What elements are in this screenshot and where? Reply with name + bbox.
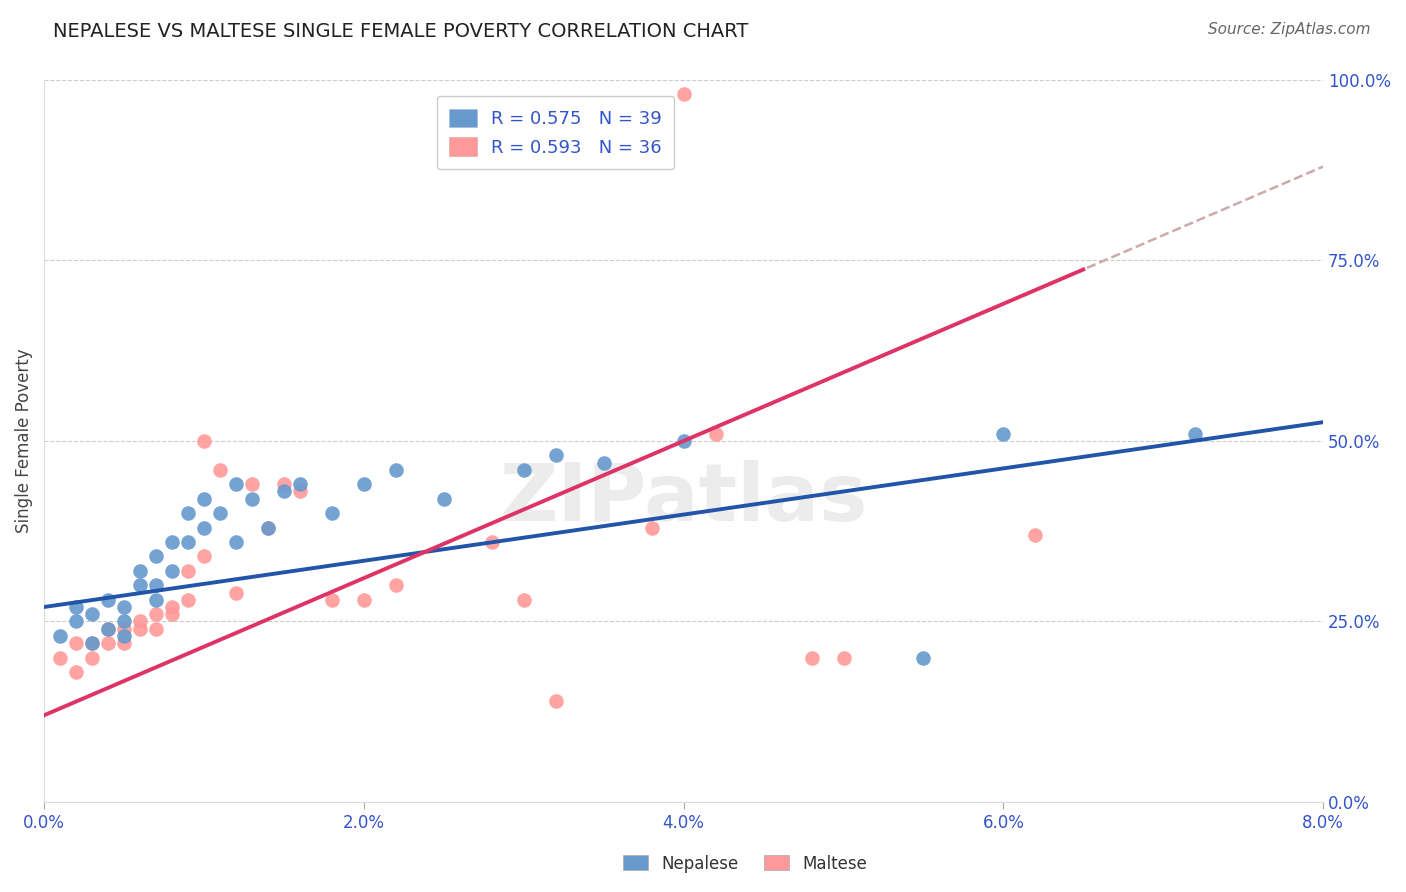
Point: [672, 434, 695, 448]
Point: [177, 592, 200, 607]
Point: [177, 506, 200, 520]
Point: [160, 564, 183, 578]
Point: [160, 535, 183, 549]
Point: [65, 599, 87, 614]
Point: [80, 650, 103, 665]
Point: [385, 463, 408, 477]
Point: [385, 578, 408, 592]
Point: [640, 520, 662, 534]
Legend: R = 0.575   N = 39, R = 0.593   N = 36: R = 0.575 N = 39, R = 0.593 N = 36: [437, 96, 675, 169]
Point: [321, 592, 343, 607]
Point: [225, 585, 247, 599]
Legend: Nepalese, Maltese: Nepalese, Maltese: [617, 848, 873, 880]
Point: [1184, 426, 1206, 441]
Point: [65, 636, 87, 650]
Point: [145, 578, 167, 592]
Point: [257, 520, 280, 534]
Point: [800, 650, 823, 665]
Point: [1024, 528, 1046, 542]
Point: [49, 629, 72, 643]
Point: [65, 665, 87, 679]
Point: [145, 607, 167, 622]
Point: [160, 607, 183, 622]
Point: [80, 607, 103, 622]
Point: [513, 463, 536, 477]
Point: [193, 549, 215, 564]
Point: [273, 484, 295, 499]
Point: [97, 636, 120, 650]
Point: [112, 636, 135, 650]
Point: [177, 564, 200, 578]
Y-axis label: Single Female Poverty: Single Female Poverty: [15, 349, 32, 533]
Point: [193, 434, 215, 448]
Point: [129, 615, 152, 629]
Point: [592, 456, 614, 470]
Point: [49, 650, 72, 665]
Point: [65, 615, 87, 629]
Point: [80, 636, 103, 650]
Point: [481, 535, 503, 549]
Point: [993, 426, 1015, 441]
Point: [145, 592, 167, 607]
Point: [160, 599, 183, 614]
Point: [193, 520, 215, 534]
Point: [513, 592, 536, 607]
Text: ZIPatlas: ZIPatlas: [499, 459, 868, 538]
Point: [832, 650, 855, 665]
Point: [208, 506, 231, 520]
Point: [321, 506, 343, 520]
Point: [112, 629, 135, 643]
Point: [240, 477, 263, 491]
Point: [544, 449, 567, 463]
Point: [544, 694, 567, 708]
Point: [433, 491, 456, 506]
Point: [288, 477, 311, 491]
Point: [208, 463, 231, 477]
Point: [240, 491, 263, 506]
Text: Source: ZipAtlas.com: Source: ZipAtlas.com: [1208, 22, 1371, 37]
Point: [225, 535, 247, 549]
Point: [177, 535, 200, 549]
Point: [672, 87, 695, 102]
Point: [112, 622, 135, 636]
Point: [193, 491, 215, 506]
Point: [80, 636, 103, 650]
Point: [288, 484, 311, 499]
Point: [97, 622, 120, 636]
Point: [257, 520, 280, 534]
Text: NEPALESE VS MALTESE SINGLE FEMALE POVERTY CORRELATION CHART: NEPALESE VS MALTESE SINGLE FEMALE POVERT…: [53, 22, 749, 41]
Point: [225, 477, 247, 491]
Point: [112, 599, 135, 614]
Point: [912, 650, 935, 665]
Point: [129, 622, 152, 636]
Point: [353, 477, 375, 491]
Point: [97, 622, 120, 636]
Point: [129, 578, 152, 592]
Point: [145, 549, 167, 564]
Point: [112, 615, 135, 629]
Point: [97, 592, 120, 607]
Point: [704, 426, 727, 441]
Point: [273, 477, 295, 491]
Point: [145, 622, 167, 636]
Point: [129, 564, 152, 578]
Point: [353, 592, 375, 607]
